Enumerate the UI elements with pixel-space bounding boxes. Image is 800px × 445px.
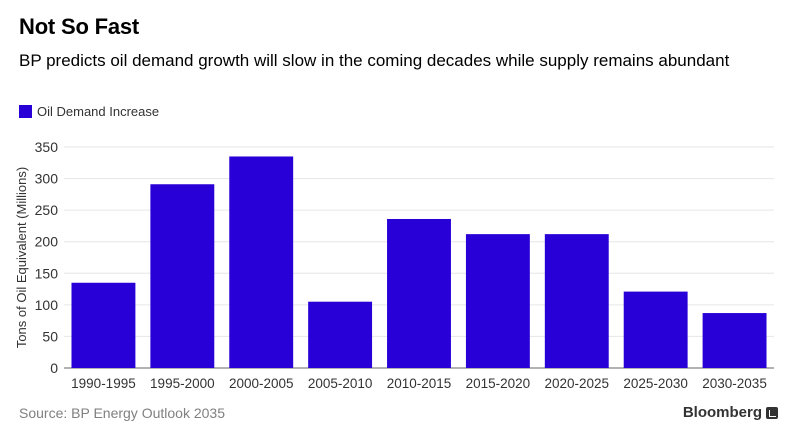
bar: [229, 156, 294, 368]
brand-name: Bloomberg: [682, 404, 762, 421]
y-tick-label: 250: [35, 202, 59, 218]
chart-title: Not So Fast: [19, 14, 140, 39]
x-tick-label: 2005-2010: [308, 376, 373, 391]
bar: [702, 313, 767, 368]
y-tick-label: 150: [35, 265, 59, 281]
bar: [544, 234, 609, 368]
bloomberg-chart-icon: [766, 406, 778, 419]
y-tick-label: 300: [35, 171, 59, 187]
bar-chart: 0 50 100 150 200 250 300 350 Tons of Oil Equival…: [14, 139, 774, 391]
y-tick-label: 50: [42, 328, 58, 344]
x-tick-label: 2000-2005: [229, 376, 294, 391]
bar: [623, 291, 688, 368]
y-axis-title: Tons of Oil Equivalent (Millions): [14, 167, 29, 348]
chart-subtitle: BP predicts oil demand growth will slow …: [19, 51, 730, 70]
legend: Oil Demand Increase: [19, 104, 159, 119]
legend-swatch: [19, 105, 32, 118]
x-tick-label: 2010-2015: [387, 376, 452, 391]
x-tick-label: 2025-2030: [623, 376, 688, 391]
y-tick-label: 350: [35, 139, 59, 155]
bar: [150, 184, 215, 368]
source-note: Source: BP Energy Outlook 2035: [19, 405, 225, 421]
bar: [465, 234, 530, 368]
bar: [308, 301, 373, 368]
x-tick-label: 2020-2025: [544, 376, 609, 391]
bar: [387, 218, 451, 368]
x-tick-label: 2030-2035: [702, 376, 767, 391]
bar: [71, 282, 136, 368]
brand-logo: Bloomberg: [683, 404, 778, 421]
y-tick-label: 0: [50, 360, 58, 376]
x-tick-label: 1995-2000: [150, 376, 215, 391]
legend-label: Oil Demand Increase: [37, 104, 160, 119]
y-tick-label: 200: [35, 234, 59, 250]
x-tick-label: 1990-1995: [71, 376, 136, 391]
x-tick-label: 2015-2020: [466, 376, 531, 391]
y-tick-label: 100: [35, 297, 59, 313]
